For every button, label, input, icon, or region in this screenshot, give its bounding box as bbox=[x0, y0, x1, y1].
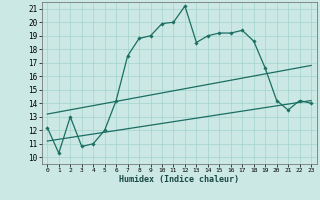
X-axis label: Humidex (Indice chaleur): Humidex (Indice chaleur) bbox=[119, 175, 239, 184]
